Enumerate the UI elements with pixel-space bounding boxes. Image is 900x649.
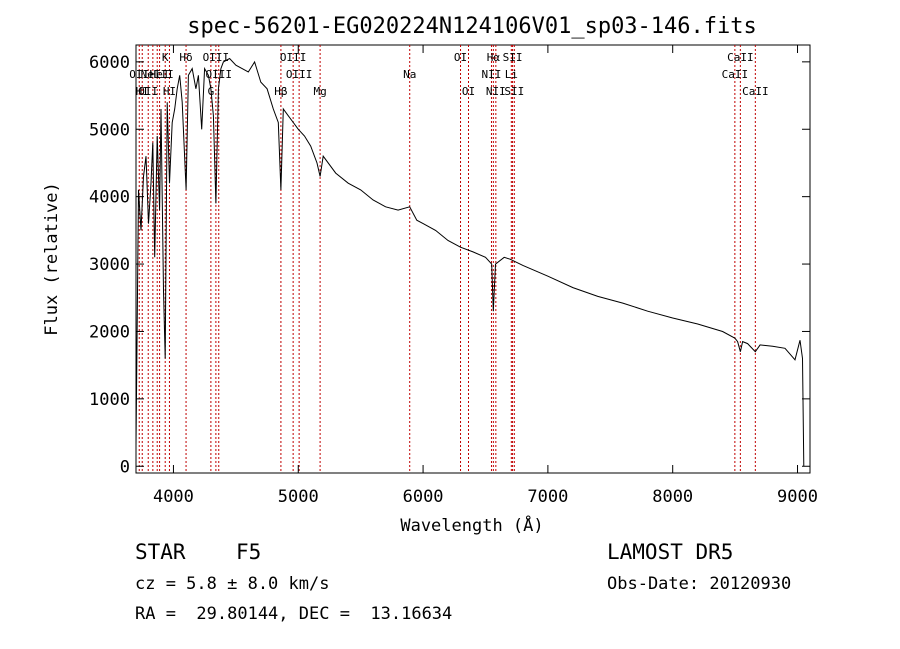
x-tick-label: 4000 — [153, 487, 194, 507]
line-label: OI — [462, 85, 475, 98]
y-tick-label: 3000 — [89, 255, 130, 275]
y-tick-label: 5000 — [89, 120, 130, 140]
observation-date: Obs-Date: 20120930 — [607, 574, 792, 594]
line-label: Li — [505, 68, 518, 81]
line-label: HI — [163, 85, 176, 98]
line-label: CaII — [722, 68, 749, 81]
line-label: HI — [136, 85, 149, 98]
line-label: H — [150, 68, 157, 81]
line-label: HeI — [150, 68, 170, 81]
line-label: CaII — [742, 85, 769, 98]
line-label: Hα — [487, 51, 501, 64]
object-class: STAR — [135, 540, 186, 564]
line-label: SII — [504, 85, 524, 98]
object-subclass: F5 — [236, 540, 262, 564]
x-axis-ticks: 4000 5000 6000 7000 8000 9000 — [153, 45, 818, 507]
line-label: CaII — [727, 51, 754, 64]
x-tick-label: 6000 — [403, 487, 444, 507]
line-label: NII — [482, 68, 502, 81]
y-axis-label: Flux (relative) — [42, 182, 62, 336]
x-tick-label: 5000 — [278, 487, 319, 507]
line-label: Mg — [313, 85, 326, 98]
line-label: OIII — [206, 68, 233, 81]
chart-title: spec-56201-EG020224N124106V01_sp03-146.f… — [187, 14, 757, 39]
redshift-velocity: cz = 5.8 ± 8.0 km/s — [135, 574, 330, 594]
y-tick-label: 6000 — [89, 53, 130, 73]
survey-name: LAMOST DR5 — [607, 540, 734, 564]
line-label: Hδ — [179, 51, 192, 64]
line-label: OIII — [203, 51, 230, 64]
spectrum-chart: spec-56201-EG020224N124106V01_sp03-146.f… — [42, 14, 818, 536]
y-tick-label: 2000 — [89, 322, 130, 342]
line-label: K — [162, 51, 169, 64]
line-label: NeIII — [141, 68, 174, 81]
y-tick-label: 4000 — [89, 188, 130, 208]
coordinates: RA = 29.80144, DEC = 13.16634 — [135, 604, 453, 624]
line-labels: OIIHIOIIHNeIIIHeIKHIHδGOIIIOIIIHβOIIIOII… — [129, 51, 768, 98]
y-tick-label: 0 — [120, 457, 130, 477]
y-axis-ticks: 0 1000 2000 3000 4000 5000 6000 — [89, 53, 810, 477]
line-label: OII — [129, 68, 149, 81]
line-label: OI — [454, 51, 467, 64]
x-tick-label: 8000 — [652, 487, 693, 507]
plot-frame — [135, 44, 811, 474]
line-label: SII — [503, 51, 523, 64]
line-label: OIII — [280, 51, 307, 64]
line-label: NII — [486, 85, 506, 98]
y-tick-label: 1000 — [89, 390, 130, 410]
x-tick-label: 9000 — [777, 487, 818, 507]
x-tick-label: 7000 — [527, 487, 568, 507]
line-markers — [138, 45, 756, 473]
line-label: Na — [403, 68, 416, 81]
line-label: Hβ — [274, 85, 288, 98]
spectrum-line — [135, 57, 805, 467]
x-axis-label: Wavelength (Å) — [400, 514, 543, 536]
line-label: OII — [138, 85, 158, 98]
line-label: OIII — [286, 68, 313, 81]
